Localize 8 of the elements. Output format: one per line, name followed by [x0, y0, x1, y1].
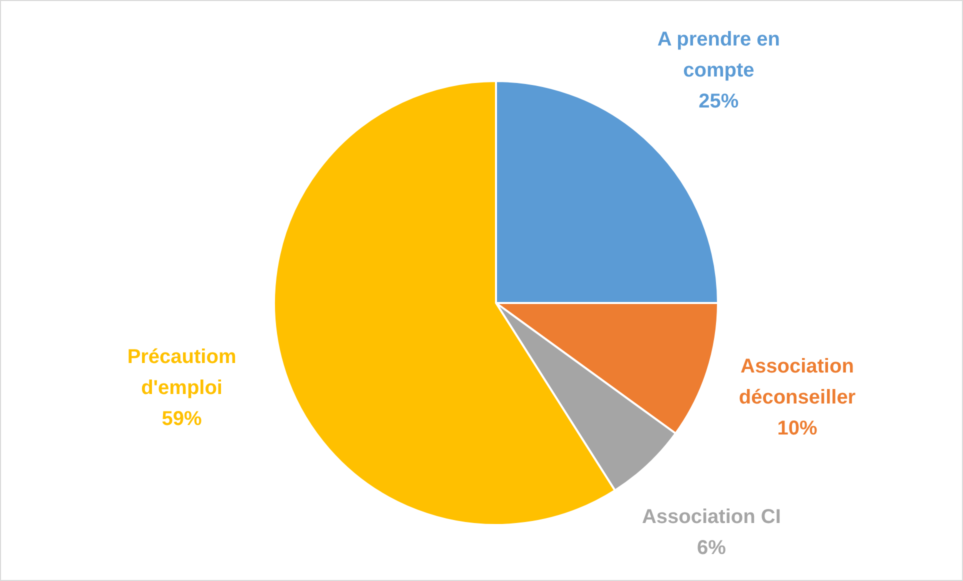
data-label: 59%	[162, 408, 202, 430]
data-label: 10%	[777, 418, 818, 440]
slice-label: Association CI	[642, 506, 781, 528]
slice-label: Précautiom d'emploi	[127, 346, 236, 399]
slice-label: Association déconseiller	[738, 356, 856, 409]
data-label: 25%	[698, 90, 739, 112]
data-label: 6%	[696, 537, 726, 560]
slice-label: A prendre en compte	[657, 28, 780, 82]
